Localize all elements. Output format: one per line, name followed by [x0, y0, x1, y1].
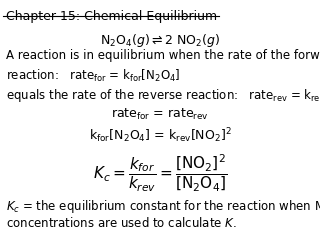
Text: Chapter 15: Chemical Equilibrium: Chapter 15: Chemical Equilibrium	[6, 10, 218, 23]
Text: A reaction is in equilibrium when the rate of the forward: A reaction is in equilibrium when the ra…	[6, 49, 320, 62]
Text: equals the rate of the reverse reaction:   rate$_{\mathrm{rev}}$ = k$_{\mathrm{r: equals the rate of the reverse reaction:…	[6, 86, 320, 106]
Text: $K_c = \dfrac{k_{for}}{k_{rev}} = \dfrac{[\mathrm{NO_2}]^2}{[\mathrm{N_2O_4}]}$: $K_c = \dfrac{k_{for}}{k_{rev}} = \dfrac…	[93, 152, 227, 193]
Text: concentrations are used to calculate $K$.: concentrations are used to calculate $K$…	[6, 216, 237, 230]
Text: rate$_{\mathrm{for}}$ = rate$_{\mathrm{rev}}$: rate$_{\mathrm{for}}$ = rate$_{\mathrm{r…	[111, 107, 209, 122]
Text: $K_c$ = the equilibrium constant for the reaction when Molar: $K_c$ = the equilibrium constant for the…	[6, 198, 320, 215]
Text: $\mathrm{N_2O_4}(g) \rightleftharpoons 2\ \mathrm{NO_2}(g)$: $\mathrm{N_2O_4}(g) \rightleftharpoons 2…	[100, 32, 220, 49]
Text: k$_{\mathrm{for}}$[N$_2$O$_4$] = k$_{\mathrm{rev}}$[NO$_2$]$^2$: k$_{\mathrm{for}}$[N$_2$O$_4$] = k$_{\ma…	[89, 126, 231, 145]
Text: reaction:   rate$_{\mathrm{for}}$ = k$_{\mathrm{for}}$[N$_2$O$_4$]: reaction: rate$_{\mathrm{for}}$ = k$_{\m…	[6, 68, 181, 84]
